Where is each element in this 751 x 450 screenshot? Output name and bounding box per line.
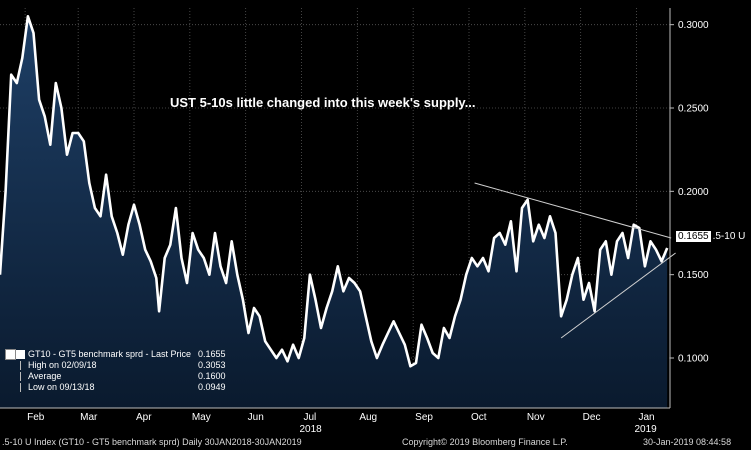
- timestamp: 30-Jan-2019 08:44:58: [643, 437, 732, 447]
- status-bar: .5-10 U Index (GT10 - GT5 benchmark sprd…: [0, 436, 751, 450]
- x-tick-label: Oct: [471, 412, 487, 423]
- x-year-label: 2018: [300, 424, 323, 435]
- x-tick-label: Jul: [304, 412, 317, 423]
- legend-label: Low on 09/13/18: [28, 382, 95, 392]
- x-tick-label: May: [192, 412, 211, 423]
- low-marker-icon: [20, 383, 30, 392]
- legend-value: 0.1655: [198, 349, 226, 359]
- legend-row-low: Low on 09/13/18 0.0949: [2, 382, 226, 393]
- last-price-value: 0.1655: [676, 231, 711, 242]
- chart-annotation: UST 5-10s little changed into this week'…: [170, 95, 476, 110]
- x-tick-label: Sep: [415, 412, 433, 423]
- y-tick-label: 0.2000: [678, 187, 709, 198]
- y-tick-label: 0.3000: [678, 20, 709, 31]
- x-tick-label: Feb: [27, 412, 45, 423]
- trendlines: [474, 182, 676, 339]
- legend-label: Average: [28, 371, 62, 381]
- x-tick-label: Jun: [248, 412, 264, 423]
- high-marker-icon: [20, 361, 30, 370]
- last-price-tag: .5-10 U: [712, 231, 746, 242]
- legend-label: GT10 - GT5 benchmark sprd - Last Price: [28, 349, 192, 359]
- legend-row-last-price: GT10 - GT5 benchmark sprd - Last Price 0…: [2, 349, 226, 360]
- x-tick-label: Aug: [359, 412, 377, 423]
- legend: GT10 - GT5 benchmark sprd - Last Price 0…: [2, 349, 226, 393]
- x-tick-label: Apr: [136, 412, 152, 423]
- x-tick-label: Dec: [583, 412, 601, 423]
- last-price-label: 0.1655.5-10 U: [676, 231, 745, 242]
- trendline: [474, 182, 672, 239]
- series-swatch-icon: [16, 350, 25, 359]
- legend-label: High on 02/09/18: [28, 360, 97, 370]
- y-axis: 0.1000 0.1500 0.2000 0.2500 0.3000: [669, 8, 709, 408]
- legend-row-average: Average 0.1600: [2, 371, 226, 382]
- spread-line: [0, 15, 669, 368]
- legend-value: 0.0949: [198, 382, 226, 392]
- y-tick-label: 0.1000: [678, 354, 709, 365]
- x-axis: Feb Mar Apr May Jun Jul Aug Sep Oct Nov Dec Jan 2018…: [0, 407, 670, 435]
- x-tick-label: Mar: [80, 412, 98, 423]
- spread-area-fill: [0, 16, 668, 409]
- copyright-text: Copyright© 2019 Bloomberg Finance L.P.: [402, 437, 568, 447]
- trendline: [560, 252, 676, 339]
- y-tick-label: 0.2500: [678, 104, 709, 115]
- legend-row-high: High on 02/09/18 0.3053: [2, 360, 226, 371]
- x-year-label: 2019: [635, 424, 658, 435]
- legend-value: 0.3053: [198, 360, 226, 370]
- x-tick-label: Jan: [639, 412, 655, 423]
- x-tick-label: Nov: [527, 412, 545, 423]
- average-marker-icon: [20, 372, 30, 381]
- legend-checkbox[interactable]: [5, 349, 16, 360]
- legend-value: 0.1600: [198, 371, 226, 381]
- index-description: .5-10 U Index (GT10 - GT5 benchmark sprd…: [2, 437, 302, 447]
- y-tick-label: 0.1500: [678, 270, 709, 281]
